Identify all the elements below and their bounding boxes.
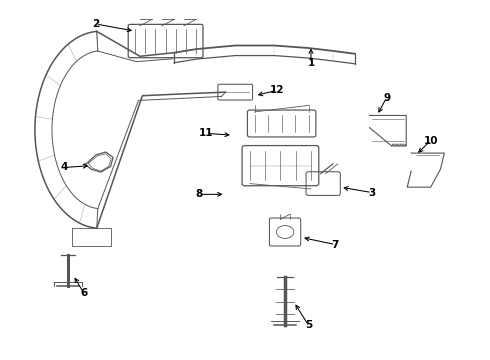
- Text: 11: 11: [198, 129, 213, 138]
- Text: 8: 8: [195, 189, 202, 199]
- Text: 1: 1: [307, 58, 315, 68]
- Text: 10: 10: [423, 136, 438, 145]
- Text: 12: 12: [270, 85, 284, 95]
- Text: 5: 5: [305, 320, 312, 330]
- Text: 2: 2: [92, 19, 99, 29]
- Text: 9: 9: [383, 93, 390, 103]
- Text: 7: 7: [332, 239, 339, 249]
- Text: 6: 6: [80, 288, 87, 298]
- Text: 4: 4: [61, 162, 68, 172]
- Text: 3: 3: [368, 188, 376, 198]
